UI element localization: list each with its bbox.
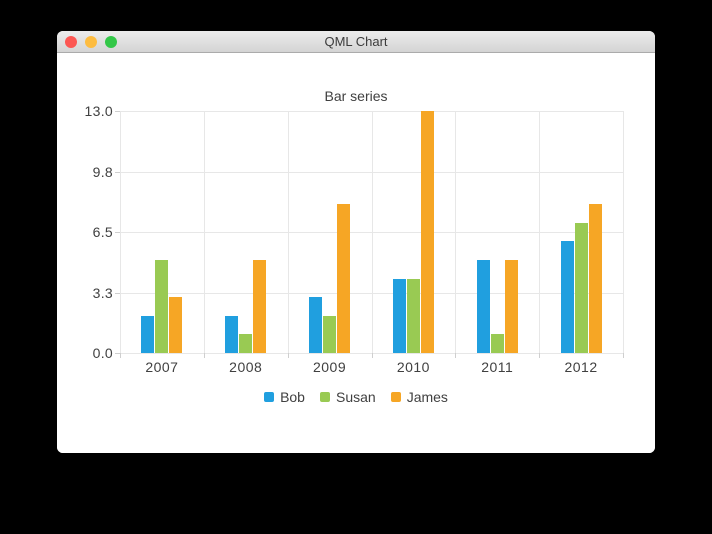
x-axis-tick — [539, 353, 541, 358]
bar-susan-2008 — [239, 334, 253, 353]
v-gridline — [539, 111, 541, 353]
window-controls — [65, 35, 117, 48]
close-button[interactable] — [65, 35, 77, 48]
window-titlebar[interactable]: QML Chart — [57, 31, 655, 53]
window-title: QML Chart — [324, 34, 388, 49]
y-axis-tick — [115, 292, 120, 294]
x-axis-tick — [455, 353, 457, 358]
qml-chart-window: QML Chart Bar series Bob Susan James 13.0 9… — [57, 31, 655, 453]
bar-bob-2011 — [476, 259, 490, 353]
bar-bob-2012 — [560, 241, 574, 353]
x-axis-label: 2011 — [481, 359, 514, 375]
bar-susan-2012 — [574, 222, 588, 353]
y-axis-label: 3.3 — [92, 284, 113, 301]
minimize-button[interactable] — [85, 35, 97, 48]
legend-label: Bob — [280, 389, 305, 405]
zoom-button[interactable] — [105, 35, 117, 48]
v-gridline — [287, 111, 289, 353]
x-axis-tick — [203, 353, 205, 358]
y-axis-tick — [115, 232, 120, 233]
legend-marker-icon — [390, 392, 401, 402]
v-gridline — [455, 111, 457, 353]
bar-susan-2009 — [323, 315, 337, 353]
chart-view: Bar series Bob Susan James 13.0 9.8 6.5 3.3 0.… — [57, 53, 655, 453]
y-axis-label: 0.0 — [92, 345, 113, 361]
bar-james-2007 — [169, 297, 183, 353]
x-axis-tick — [623, 353, 624, 358]
y-axis-label: 6.5 — [92, 224, 113, 240]
y-axis-label: 13.0 — [84, 103, 113, 119]
bar-bob-2007 — [141, 315, 155, 353]
legend-marker-icon — [264, 392, 275, 402]
bar-susan-2010 — [406, 278, 420, 353]
x-axis-label: 2009 — [312, 359, 347, 375]
x-axis-label: 2010 — [396, 359, 430, 375]
v-gridline — [623, 111, 624, 353]
x-axis-label: 2007 — [145, 359, 179, 375]
y-axis-tick — [115, 353, 120, 354]
bar-james-2009 — [337, 204, 351, 353]
x-axis-tick — [120, 353, 121, 358]
legend-label: Susan — [335, 389, 376, 405]
bar-susan-2007 — [155, 259, 169, 353]
bar-bob-2009 — [309, 297, 323, 353]
bar-james-2012 — [588, 204, 602, 353]
bar-james-2010 — [420, 111, 434, 353]
x-axis-tick — [287, 353, 289, 358]
x-axis-label: 2012 — [564, 359, 598, 375]
legend-label: James — [406, 389, 448, 405]
y-axis-label: 9.8 — [92, 163, 113, 180]
y-axis-tick — [115, 171, 120, 173]
y-axis-tick — [115, 111, 120, 112]
bar-james-2008 — [253, 259, 267, 353]
legend-item-bob: Bob — [264, 389, 305, 405]
x-axis-tick — [371, 353, 373, 358]
v-gridline — [120, 111, 121, 353]
legend-item-susan: Susan — [319, 389, 376, 405]
x-axis-label: 2008 — [229, 359, 263, 375]
legend-marker-icon — [319, 392, 330, 402]
chart-legend: Bob Susan James — [57, 389, 655, 405]
bar-susan-2011 — [490, 334, 504, 353]
chart-title: Bar series — [324, 88, 388, 104]
bar-james-2011 — [504, 259, 518, 353]
bar-bob-2010 — [392, 278, 406, 353]
v-gridline — [203, 111, 205, 353]
legend-item-james: James — [390, 389, 448, 405]
bar-bob-2008 — [225, 315, 239, 353]
v-gridline — [371, 111, 373, 353]
